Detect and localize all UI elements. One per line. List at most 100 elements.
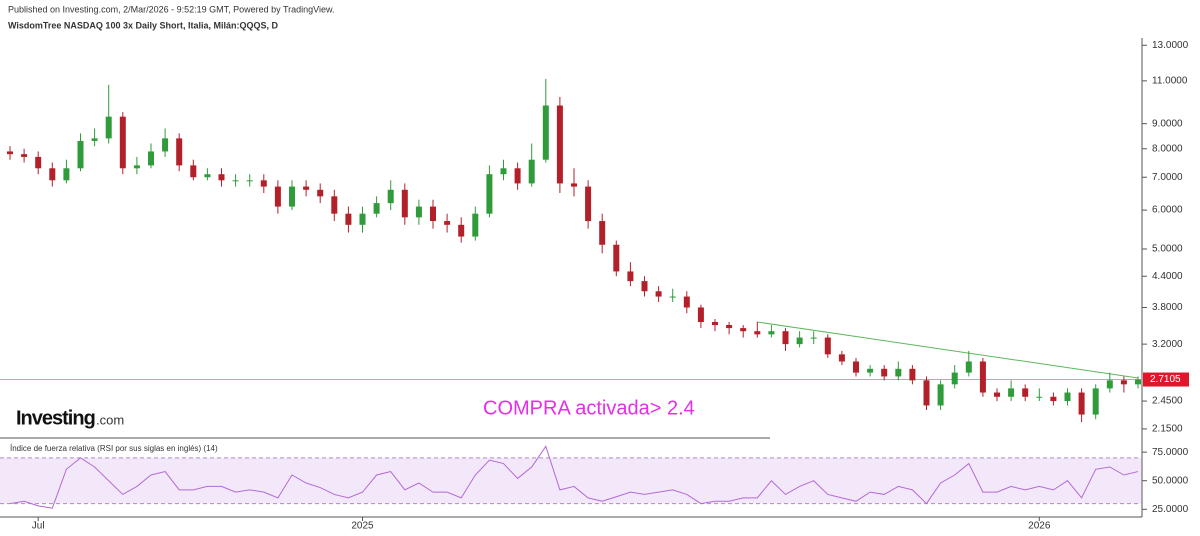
candle-body (472, 213, 479, 237)
y-tick-label: 3.8000 (1152, 302, 1183, 313)
candle-body (91, 138, 98, 141)
candle-body (1050, 396, 1057, 402)
candle-body (458, 224, 465, 237)
subtitle: Published on Investing.com, 2/Mar/2026 -… (8, 4, 335, 14)
candle-body (768, 331, 775, 335)
candle-body (401, 189, 408, 218)
candle-body (965, 361, 972, 373)
candle-body (176, 138, 183, 166)
y-tick-label: 13.0000 (1152, 40, 1189, 51)
candle-body (881, 368, 888, 377)
candle-body (514, 168, 521, 184)
candle-body (1092, 388, 1099, 415)
candle-body (994, 392, 1000, 397)
candle-body (1064, 392, 1071, 402)
candle-body (119, 116, 126, 169)
candle-body (63, 168, 70, 181)
candle-body (500, 168, 507, 175)
candle-body (853, 361, 859, 373)
candle-body (909, 368, 916, 381)
x-tick-label: 2025 (351, 521, 374, 532)
candle-body (218, 174, 225, 181)
candle-body (782, 331, 789, 345)
candle-body (528, 159, 535, 184)
logo-name: Investing (16, 407, 95, 429)
candle-body (599, 221, 606, 245)
candle-body (824, 337, 831, 355)
candle-body (726, 325, 733, 329)
candle-body (133, 165, 140, 169)
candle-body (274, 186, 281, 207)
y-tick-label: 25.0000 (1152, 504, 1189, 515)
rsi-title: Índice de fuerza relativa (RSI por sus s… (10, 444, 218, 453)
candle-body (21, 154, 28, 157)
candle-body (1008, 388, 1015, 397)
y-tick-label: 2.4500 (1152, 396, 1183, 407)
candle-body (556, 105, 563, 184)
candle-body (867, 368, 874, 373)
candle-body (655, 291, 662, 297)
candle-body (444, 221, 451, 225)
candle-body (810, 337, 817, 339)
candle-body (937, 384, 944, 406)
logo-suffix: .com (96, 412, 124, 427)
candle-body (204, 174, 211, 178)
candle-body (260, 180, 267, 187)
rsi-line (9, 445, 1139, 509)
candle-body (317, 189, 324, 197)
y-tick-label: 8.0000 (1152, 143, 1183, 154)
candle-body (838, 354, 845, 362)
y-tick-label: 9.0000 (1152, 118, 1183, 129)
candle-body (1106, 380, 1113, 389)
candle-body (331, 196, 338, 214)
candle-body (740, 328, 747, 332)
candle-body (895, 368, 902, 377)
y-tick-label: 2.1500 (1152, 424, 1183, 435)
candle-body (303, 186, 310, 190)
y-tick-label: 6.0000 (1152, 205, 1183, 216)
candle-body (641, 281, 648, 292)
candle-body (190, 165, 197, 178)
y-tick-label: 75.0000 (1152, 447, 1189, 458)
candle-body (923, 380, 930, 406)
candle-body (387, 189, 394, 204)
candle-body (359, 213, 366, 225)
candle-body (979, 361, 986, 393)
chart-title: WisdomTree NASDAQ 100 3x Daily Short, It… (8, 20, 278, 30)
candle-body (486, 174, 493, 214)
trendline (757, 321, 1139, 379)
candle-body (613, 244, 620, 272)
candle-body (712, 321, 718, 326)
candle-body (542, 105, 549, 160)
y-tick-label: 50.0000 (1152, 475, 1189, 486)
candle-body (373, 203, 380, 214)
candle-body (415, 206, 422, 218)
candle-body (77, 140, 84, 169)
y-tick-label: 11.0000 (1152, 76, 1188, 87)
last-price-label: 2.7105 (1150, 374, 1181, 385)
candle-body (1135, 379, 1141, 385)
candle-body (1022, 388, 1029, 397)
candle-body (35, 156, 42, 169)
candle-body (697, 307, 704, 322)
candle-body (246, 180, 253, 182)
candle-body (754, 331, 761, 335)
annotation: COMPRA activada> 2.4 (483, 397, 695, 419)
y-tick-label: 4.4000 (1152, 271, 1183, 282)
candle-body (49, 168, 56, 181)
candle-body (430, 206, 436, 222)
candle-body (105, 116, 112, 139)
candle-body (571, 183, 577, 187)
candle-body (232, 180, 239, 182)
y-tick-label: 3.2000 (1152, 339, 1183, 350)
candle-body (148, 151, 154, 166)
candle-body (7, 151, 13, 155)
candle-body (951, 372, 958, 385)
candle-body (796, 337, 803, 345)
last-price-box (1143, 372, 1189, 387)
candle-body (627, 271, 634, 282)
y-tick-label: 5.0000 (1152, 244, 1183, 255)
y-tick-label: 7.0000 (1152, 172, 1183, 183)
